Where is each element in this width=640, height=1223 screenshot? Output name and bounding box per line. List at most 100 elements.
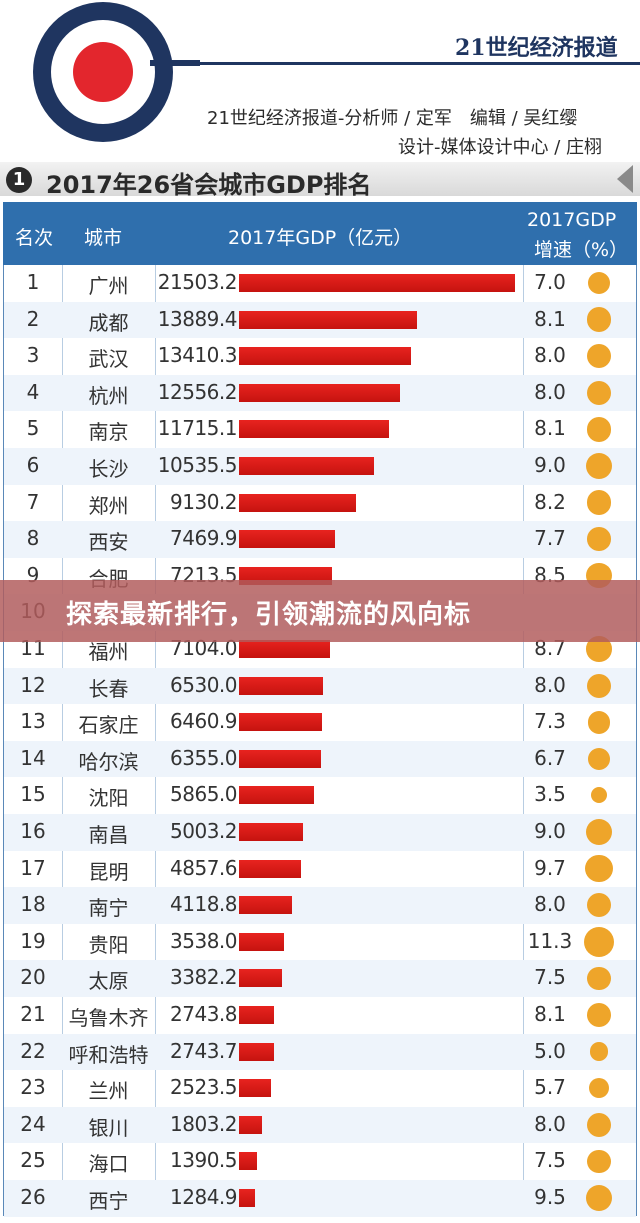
table-row: 3 武汉 13410.3 8.0 [4,338,636,375]
growth-value-label: 9.0 [534,453,566,477]
gdp-bar [239,896,292,915]
table-row: 26 西宁 1284.9 9.5 [4,1180,636,1217]
table-row: 14 哈尔滨 6355.0 6.7 [4,740,636,778]
growth-dot [586,307,612,332]
gdp-bar [239,749,321,768]
table-row: 2 成都 13889.4 8.1 [4,301,636,339]
growth-dot [587,966,611,991]
rank-cell: 26 [20,1185,46,1209]
table-row: 24 银川 1803.2 8.0 [4,1106,636,1144]
gdp-value-label: 9130.2 [170,489,237,514]
city-cell: 银川 [88,1115,129,1140]
gdp-value-label: 6355.0 [170,745,237,770]
gdp-value-label: 1284.9 [170,1185,237,1209]
gdp-value-label: 4857.6 [170,855,237,880]
growth-value-label: 9.7 [534,855,566,880]
table-row: 4 杭州 12556.2 8.0 [4,374,636,412]
gdp-value-label: 12556.2 [157,379,238,404]
city-cell: 杭州 [88,383,129,408]
growth-value-label: 7.0 [534,270,566,294]
city-cell: 海口 [88,1152,129,1177]
rank-cell: 12 [20,672,46,697]
rank-cell: 17 [20,855,46,880]
gdp-value-label: 13889.4 [157,306,238,331]
chart-title: 2017年26省会城市GDP排名 [46,171,372,199]
growth-dot [585,1184,613,1212]
rank-cell: 7 [26,489,40,514]
gdp-bar [239,274,515,292]
rank-cell: 3 [26,343,40,368]
gdp-bar [239,1152,257,1171]
growth-value-label: 5.7 [534,1075,566,1100]
city-cell: 郑州 [88,493,129,518]
paper-name: 21世纪经济报道 [455,35,618,61]
table-row: 25 海口 1390.5 7.5 [4,1143,636,1180]
column-header-growth-line2: 增速（%） [534,239,629,261]
growth-dot [586,1112,612,1137]
rank-cell: 6 [26,453,40,477]
growth-value-label: 8.0 [534,672,566,697]
rank-cell: 5 [26,416,40,441]
credit-line-1: 21世纪经济报道-分析师 / 定军 编辑 / 吴红缨 [207,108,578,129]
column-divider [523,265,524,1215]
header-rule [160,62,640,65]
growth-value-label: 8.1 [534,416,566,441]
rank-cell: 16 [20,819,46,843]
gdp-bar [239,640,331,658]
growth-value-label: 8.1 [534,1002,566,1026]
rank-cell: 1 [26,270,40,294]
city-cell: 武汉 [88,347,129,372]
growth-dot [587,527,611,551]
gdp-value-label: 3538.0 [170,928,237,953]
gdp-bar [239,859,302,878]
gdp-value-label: 1390.5 [170,1148,237,1173]
gdp-value-label: 4118.8 [170,892,237,917]
gdp-value-label: 3382.2 [170,965,237,990]
gdp-bar [239,457,375,475]
gdp-bar [239,969,283,988]
growth-value-label: 8.0 [534,1111,566,1136]
growth-dot [586,1002,612,1028]
growth-dot [584,926,614,957]
growth-value-label: 5.0 [534,1038,566,1063]
city-cell: 沈阳 [88,786,129,811]
logo-red-dot [73,42,133,102]
table-row: 21 乌鲁木齐 2743.8 8.1 [4,997,636,1034]
growth-value-label: 9.0 [534,819,566,843]
rank-cell: 13 [20,709,46,734]
column-header-growth-line1: 2017GDP [527,209,617,231]
table-row: 20 太原 3382.2 7.5 [4,960,636,997]
city-cell: 南昌 [88,823,129,847]
table-row: 22 呼和浩特 2743.7 5.0 [4,1033,636,1071]
growth-value-label: 7.5 [534,1148,566,1173]
banner-text: 探索最新排行，引领潮流的风向标 [66,600,472,630]
column-header-gdp: 2017年GDP（亿元） [228,227,413,249]
growth-dot [590,787,608,804]
gdp-value-label: 10535.5 [157,453,238,477]
rank-cell: 19 [20,928,46,953]
table-row: 18 南宁 4118.8 8.0 [4,887,636,924]
rank-cell: 8 [26,526,40,551]
gdp-bar [239,1042,275,1061]
gdp-value-label: 5003.2 [170,819,237,843]
city-cell: 哈尔滨 [78,749,139,774]
table-row: 8 西安 7469.9 7.7 [4,521,636,558]
table-row: 5 南京 11715.1 8.1 [4,411,636,448]
gdp-bar [239,1189,256,1207]
rank-cell: 20 [20,965,46,990]
gdp-value-label: 2743.8 [170,1002,237,1026]
gdp-value-label: 13410.3 [157,343,238,368]
growth-dot [586,344,612,369]
table-row: 6 长沙 10535.5 9.0 [4,448,636,485]
gdp-value-label: 5865.0 [170,782,237,807]
city-cell: 呼和浩特 [68,1042,149,1067]
growth-dot [586,380,612,405]
growth-dot [586,490,612,515]
column-divider [155,265,156,1215]
rank-cell: 22 [20,1038,46,1063]
gdp-bar [239,1006,275,1024]
table-row: 17 昆明 4857.6 9.7 [4,851,636,888]
gdp-value-label: 6530.0 [170,672,237,697]
title-number-badge: 1 [6,167,32,193]
title-bar [0,162,640,196]
